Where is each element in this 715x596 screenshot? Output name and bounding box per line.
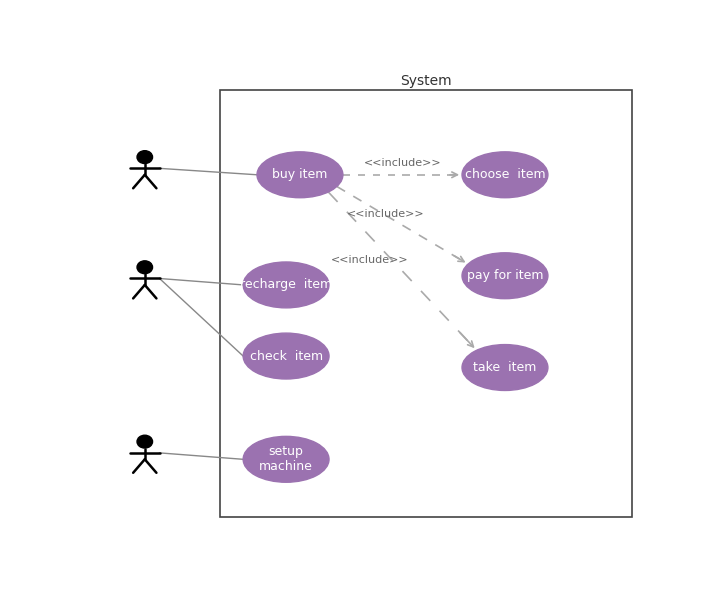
Text: <<include>>: <<include>> [347, 209, 425, 219]
Ellipse shape [462, 344, 548, 390]
Ellipse shape [243, 262, 329, 308]
Text: setup
machine: setup machine [259, 445, 313, 473]
Ellipse shape [462, 152, 548, 198]
Text: choose  item: choose item [465, 168, 546, 181]
Ellipse shape [243, 333, 329, 379]
Ellipse shape [462, 253, 548, 299]
Text: take  item: take item [473, 361, 537, 374]
FancyBboxPatch shape [220, 90, 633, 517]
Text: <<include>>: <<include>> [330, 254, 408, 265]
Circle shape [137, 261, 152, 274]
Text: System: System [400, 73, 452, 88]
Ellipse shape [257, 152, 343, 198]
Circle shape [137, 151, 152, 163]
Text: recharge  item: recharge item [240, 278, 332, 291]
Ellipse shape [243, 436, 329, 482]
Circle shape [137, 435, 152, 448]
Text: pay for item: pay for item [467, 269, 543, 283]
Text: check  item: check item [250, 349, 322, 362]
Text: buy item: buy item [272, 168, 327, 181]
Text: <<include>>: <<include>> [364, 159, 441, 168]
